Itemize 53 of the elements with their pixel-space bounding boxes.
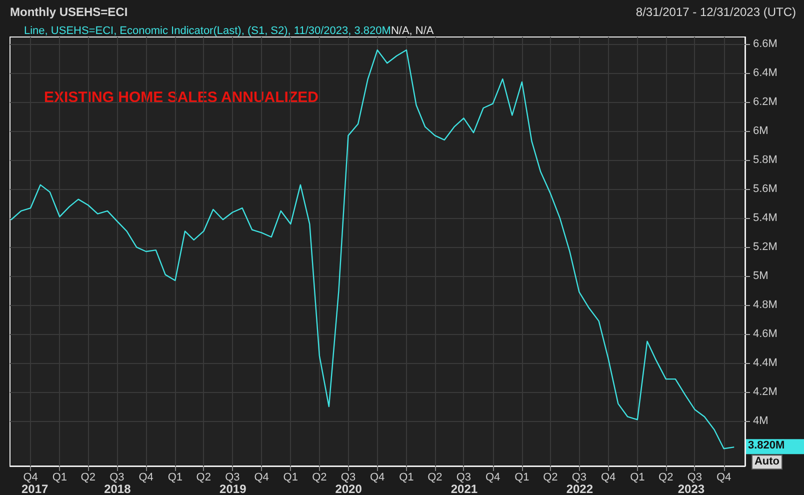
x-tick-label: Q1	[52, 472, 68, 484]
x-tick-label: Q2	[196, 472, 211, 484]
x-tick-label: Q3	[456, 472, 472, 484]
x-tick-label: Q1	[514, 472, 530, 484]
y-tick-label: 6.4M	[753, 67, 778, 80]
x-tick-label: Q3	[110, 472, 124, 484]
x-tick-label: Q3	[340, 472, 356, 484]
y-tick-label: 4M	[753, 415, 768, 428]
y-tick-label: 6.2M	[753, 96, 778, 108]
chart-title: Monthly USEHS=ECI	[10, 5, 128, 19]
series-label: Line, USEHS=ECI, Economic Indicator(Last), (S1, S2), 11/30/2023, 3.820M	[24, 25, 391, 37]
x-tick-label: Q3	[572, 472, 587, 484]
x-tick-label: Q2	[658, 472, 674, 484]
y-tick-label: 4.2M	[753, 386, 778, 398]
line-series	[10, 49, 734, 450]
x-tick-label: Q2	[543, 472, 558, 484]
x-tick-label: Q4	[600, 472, 616, 484]
y-tick-label: 5.6M	[753, 183, 778, 196]
text: 2020	[335, 482, 362, 495]
annotation: 3.820M	[748, 440, 785, 452]
y-tick-label: 5.2M	[753, 241, 778, 254]
x-tick-label: Q2	[80, 472, 96, 484]
x-tick-label: Q4	[23, 472, 38, 484]
x-tick-label: Q4	[716, 472, 732, 484]
text: N/A, N/A	[390, 25, 434, 37]
y-tick-label: 5M	[753, 270, 768, 282]
x-tick-label: Q3	[225, 472, 240, 484]
y-tick-label: 5.4M	[753, 212, 778, 224]
y-tick-label: 4.4M	[753, 357, 778, 370]
x-tick-label: Q4	[485, 472, 500, 484]
x-tick-label: Q3	[687, 472, 702, 484]
x-tick-label: Q2	[312, 472, 327, 484]
x-tick-label: Q1	[399, 472, 414, 484]
y-tick-label: 5.8M	[753, 154, 778, 166]
x-tick-label: Q1	[283, 472, 298, 484]
x-tick-label: Q4	[254, 472, 269, 484]
text: 2018	[104, 482, 132, 495]
text: Auto	[754, 456, 780, 468]
x-tick-label: Q1	[630, 472, 645, 484]
text: 2019	[220, 482, 247, 495]
text: 2022	[566, 482, 594, 495]
x-tick-label: Q4	[370, 472, 385, 484]
text: 2023	[678, 482, 705, 495]
x-tick-label: Q2	[428, 472, 442, 484]
text: 2021	[450, 482, 478, 495]
y-tick-label: 4.6M	[753, 328, 778, 340]
y-tick-label: 6M	[753, 125, 768, 138]
y-tick-label: 4.8M	[753, 299, 778, 312]
chart-subtitle: 8/31/2017 - 12/31/2023 (UTC)	[636, 5, 796, 19]
x-tick-label: Q4	[138, 472, 154, 484]
x-tick-label: Q1	[168, 472, 183, 484]
y-tick-label: 6.6M	[753, 38, 778, 50]
text: 2017	[21, 482, 49, 495]
